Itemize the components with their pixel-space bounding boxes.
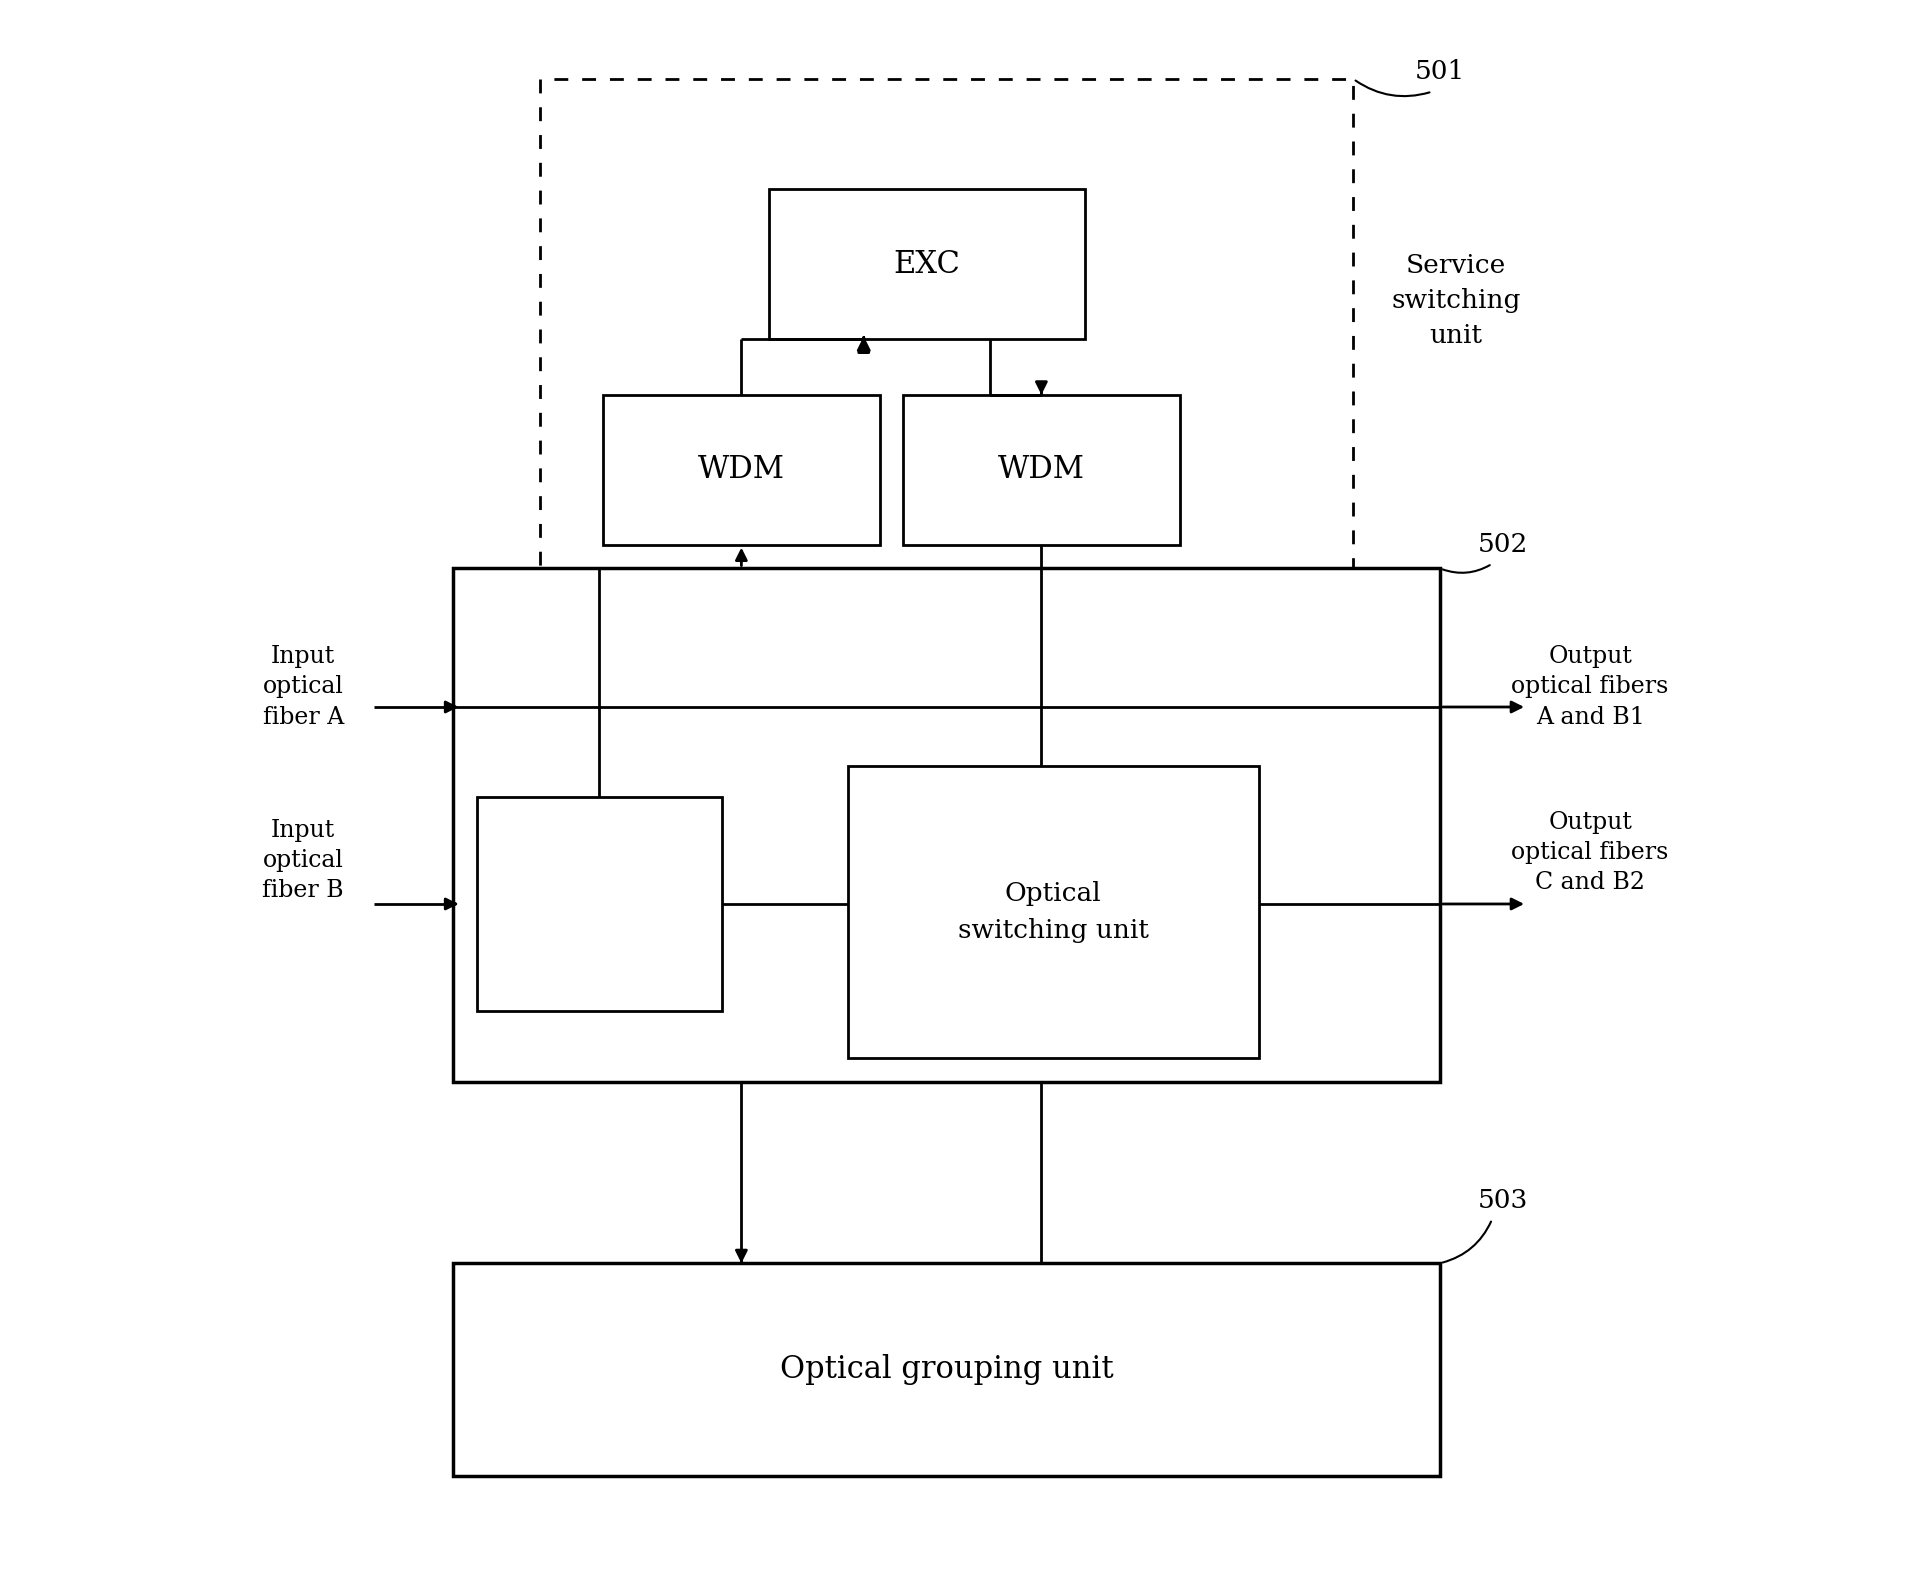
Text: Optical
switching unit: Optical switching unit xyxy=(958,881,1148,943)
Bar xyxy=(452,1263,1440,1476)
Bar xyxy=(452,568,1440,1082)
Bar xyxy=(847,766,1258,1058)
Bar xyxy=(903,395,1179,545)
Text: Service
switching
unit: Service switching unit xyxy=(1392,253,1520,347)
Bar xyxy=(477,797,721,1011)
Bar xyxy=(541,79,1353,703)
Text: Input
optical
fiber A: Input optical fiber A xyxy=(263,646,343,728)
Bar xyxy=(769,189,1085,339)
Text: Output
optical fibers
C and B2: Output optical fibers C and B2 xyxy=(1511,812,1670,894)
Text: Output
optical fibers
A and B1: Output optical fibers A and B1 xyxy=(1511,646,1670,728)
Text: WDM: WDM xyxy=(698,455,784,485)
Text: WDM: WDM xyxy=(999,455,1085,485)
Text: Optical grouping unit: Optical grouping unit xyxy=(780,1355,1114,1385)
Text: Input
optical
fiber B: Input optical fiber B xyxy=(263,820,343,902)
Bar xyxy=(604,395,880,545)
Text: 501: 501 xyxy=(1415,58,1465,84)
Text: EXC: EXC xyxy=(893,249,960,279)
Text: 502: 502 xyxy=(1478,532,1528,557)
Text: 503: 503 xyxy=(1478,1187,1528,1213)
